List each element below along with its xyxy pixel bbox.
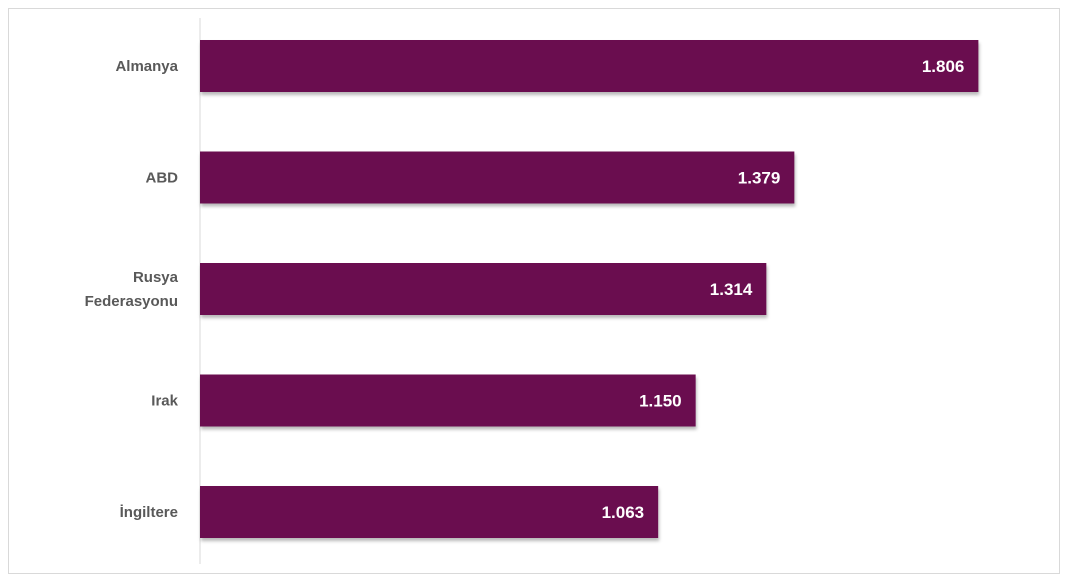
category-label-3: Irak	[151, 393, 178, 410]
value-label-1: 1.379	[738, 169, 781, 188]
category-label-1: ABD	[146, 170, 179, 187]
value-label-3: 1.150	[639, 392, 682, 411]
bar-4	[200, 486, 659, 538]
bar-2	[200, 263, 767, 315]
category-label-line: İngiltere	[120, 504, 178, 521]
category-label-line: Irak	[151, 393, 178, 410]
category-label-line: Federasyonu	[85, 293, 178, 310]
bar-1	[200, 151, 795, 204]
category-label-2: Rusya Federasyonu	[85, 269, 179, 310]
value-label-0: 1.806	[922, 57, 965, 76]
category-label-line: ABD	[146, 170, 179, 187]
bar-0	[200, 40, 979, 92]
bar-3	[200, 374, 696, 427]
category-label-4: İngiltere	[120, 504, 178, 521]
category-label-line: Rusya	[133, 269, 179, 286]
category-label-line: Almanya	[115, 58, 178, 75]
value-label-2: 1.314	[710, 280, 753, 299]
value-label-4: 1.063	[602, 503, 645, 522]
category-label-0: Almanya	[115, 58, 178, 75]
